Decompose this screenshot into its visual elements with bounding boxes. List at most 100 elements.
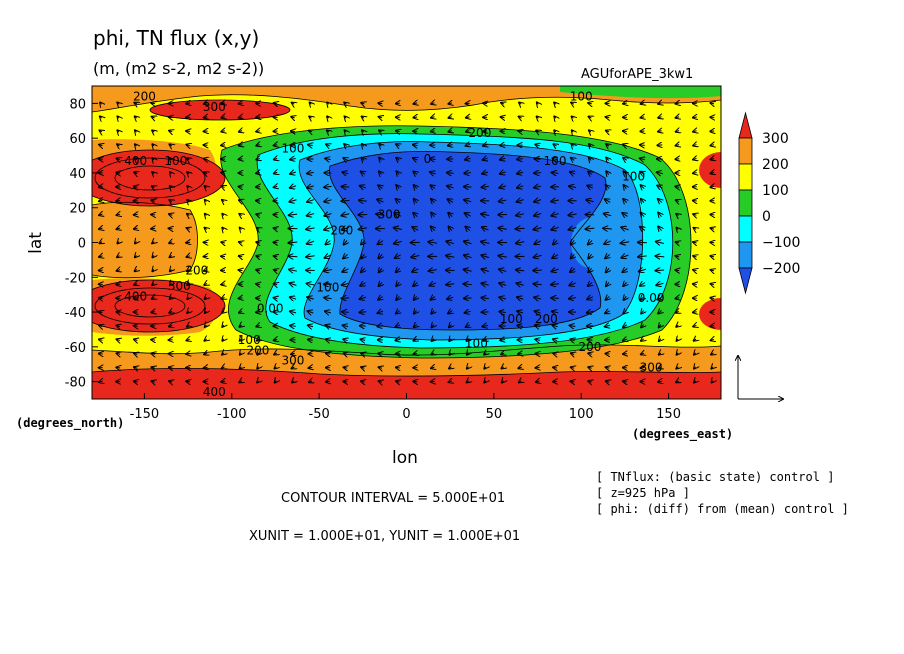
flux-arrow <box>344 103 346 105</box>
contour-label: 100 <box>622 169 645 183</box>
flux-arrow <box>606 131 609 132</box>
flux-arrow <box>710 242 714 243</box>
flux-arrow <box>535 339 540 340</box>
flux-arrow <box>710 145 714 146</box>
band-minus-300 <box>329 151 606 330</box>
flux-arrow <box>640 227 645 231</box>
flux-arrow <box>396 199 400 203</box>
y-tick-label: -80 <box>65 376 86 391</box>
flux-arrow <box>431 103 434 104</box>
flux-arrow <box>221 284 225 285</box>
flux-arrow <box>712 381 713 383</box>
flux-arrow <box>693 145 696 146</box>
flux-arrow <box>534 228 542 230</box>
flux-arrow <box>343 325 348 326</box>
flux-arrow <box>677 353 678 355</box>
flux-arrow <box>623 311 626 314</box>
flux-arrow <box>362 130 364 132</box>
flux-arrow <box>693 173 697 174</box>
flux-arrow <box>641 199 644 203</box>
flux-arrow <box>606 282 609 286</box>
flux-arrow <box>605 199 610 202</box>
flux-arrow <box>622 269 627 273</box>
flux-arrow <box>675 186 679 187</box>
y-tick-label: 40 <box>69 167 86 182</box>
flux-arrow <box>413 117 417 118</box>
flux-arrow <box>658 199 662 203</box>
flux-arrow <box>361 381 365 382</box>
flux-arrow <box>396 381 399 382</box>
flux-arrow <box>414 310 417 313</box>
flux-arrow <box>658 131 662 132</box>
flux-arrow <box>256 158 259 159</box>
flux-arrow <box>676 256 680 257</box>
flux-arrow <box>187 311 189 313</box>
flux-arrow <box>326 144 330 146</box>
flux-arrow <box>239 325 241 327</box>
flux-arrow <box>605 311 610 314</box>
flux-arrow <box>466 144 470 145</box>
flux-arrow <box>676 311 679 312</box>
flux-arrow <box>222 200 224 202</box>
flux-arrow <box>222 311 224 313</box>
flux-arrow <box>152 117 155 118</box>
flux-arrow <box>152 158 153 160</box>
flux-arrow <box>588 282 592 285</box>
flux-arrow <box>379 282 382 286</box>
flux-arrow <box>659 339 661 341</box>
flux-arrow <box>292 381 294 383</box>
flux-arrow <box>535 159 541 160</box>
y-axis-title: lat <box>26 232 46 254</box>
flux-arrow <box>204 367 208 368</box>
flux-arrow <box>449 367 451 369</box>
flux-arrow <box>359 228 368 230</box>
flux-arrow <box>289 242 298 243</box>
flux-arrow <box>361 353 364 354</box>
flux-arrow <box>656 242 665 244</box>
flux-arrow <box>308 325 313 326</box>
flux-arrow <box>116 353 119 354</box>
flux-arrow <box>306 256 315 257</box>
flux-arrow <box>640 367 644 368</box>
flux-arrow <box>361 367 364 368</box>
flux-arrow <box>204 103 207 104</box>
flux-arrow <box>309 367 313 368</box>
flux-arrow <box>464 284 472 285</box>
flux-arrow <box>481 186 489 187</box>
flux-arrow <box>694 367 695 369</box>
flux-arrow <box>570 172 575 174</box>
flux-arrow <box>657 145 662 146</box>
flux-arrow <box>535 311 541 313</box>
flux-arrow <box>134 381 138 382</box>
flux-arrow <box>533 270 542 271</box>
flux-arrow <box>676 367 678 369</box>
flux-arrow <box>411 255 420 257</box>
flux-arrow <box>362 158 365 161</box>
flux-arrow <box>342 172 349 174</box>
flux-arrow <box>570 269 575 273</box>
flux-vectors <box>99 102 715 382</box>
flux-arrow <box>431 117 434 118</box>
flux-arrow <box>274 228 278 229</box>
flux-arrow <box>641 339 644 341</box>
flux-arrow <box>378 254 382 258</box>
flux-arrow <box>694 353 696 355</box>
flux-arrow <box>99 242 102 244</box>
colorbar-segment <box>738 241 753 269</box>
flux-arrow <box>500 158 505 159</box>
flux-arrow <box>310 102 312 104</box>
flux-arrow <box>537 102 538 104</box>
flux-arrow <box>256 284 260 285</box>
flux-arrow <box>587 311 594 312</box>
flux-arrow <box>396 185 399 189</box>
flux-arrow <box>534 213 542 215</box>
flux-arrow <box>240 353 241 355</box>
flux-arrow <box>169 131 172 132</box>
flux-arrow <box>535 325 540 327</box>
flux-arrow <box>483 144 487 145</box>
flux-arrow <box>553 158 558 160</box>
flux-arrow <box>500 145 505 146</box>
flux-arrow <box>221 131 225 132</box>
flux-arrow <box>396 367 400 368</box>
flux-arrow <box>641 213 644 217</box>
